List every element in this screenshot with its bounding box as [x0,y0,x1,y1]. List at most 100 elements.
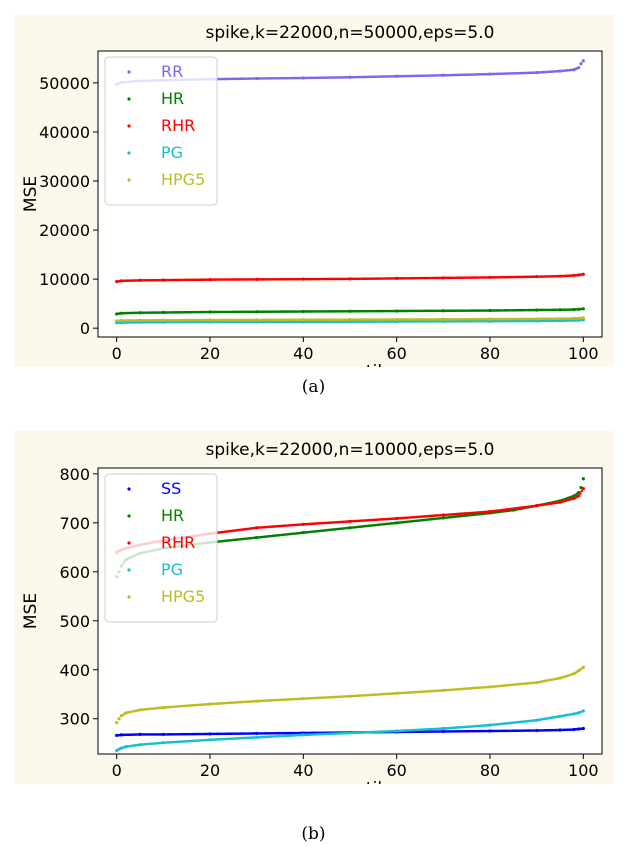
curve-dot [207,738,210,742]
curve-dot [571,68,574,72]
curve-dot [487,510,490,514]
curve-dot [571,712,574,716]
curve-dot [207,732,210,736]
legend-marker-hr [127,514,131,518]
chart-panel-a: spike,k=22000,n=50000,eps=5.0 0 20 40 60 80 10… [14,14,614,367]
x-tick-label: 60 [386,344,406,363]
legend-label-pg: PG [161,560,183,579]
curve-dot [137,319,140,322]
legend-marker-pg [127,568,131,572]
y-tick-label: 600 [59,563,90,582]
curve-dot [533,719,537,722]
curve-dot [160,733,164,736]
curve-dot [393,309,397,313]
curve-dot [557,677,560,680]
curve-dot [575,492,579,495]
legend-marker-rhr [127,124,131,128]
curve-dot [393,692,397,695]
curve-dot [118,279,122,283]
curve-dot [300,76,304,80]
legend-label-pg: PG [161,143,183,162]
chart-panel-b: spike,k=22000,n=10000,eps=5.0 0 20 40 60 80 10… [14,431,614,784]
curve-dot [575,273,579,277]
curve-dot [300,310,304,313]
curve-dot [575,711,579,715]
legend-marker-hpg5 [127,595,131,599]
y-tick-label: 300 [59,710,90,729]
data-point [117,717,121,721]
curve-dot [207,310,210,314]
legend-marker-ss [127,487,131,491]
curve-dot [347,526,350,530]
curve-dot [578,492,582,495]
curve-dot [580,318,584,322]
curve-dot [393,729,397,733]
x-tick-label: 20 [200,761,220,780]
curve-dot [487,723,490,727]
curve-dot [123,745,126,749]
curve-dot [575,495,579,499]
data-point [581,477,585,481]
curve-dot [347,320,350,323]
chart-b: spike,k=22000,n=10000,eps=5.0 0 20 40 60 80 10… [21,440,603,784]
curve-dot [575,67,579,70]
curve-dot [571,317,574,320]
curve-dot [440,74,444,77]
curve-dot [533,71,537,74]
curve-dot [440,727,444,730]
y-tick-label: 700 [59,514,90,533]
curve-dot [300,733,304,737]
legend-marker-hr [127,97,131,101]
y-tick-label: 800 [59,465,90,484]
x-tick-label: 0 [112,761,122,780]
x-tick-label: 40 [293,761,313,780]
curve-dot [533,319,537,323]
curve-dot [253,536,257,540]
curve-dot [557,69,560,73]
legend-label-rr: RR [161,62,183,81]
curve-dot [487,319,490,323]
curve-dot [207,320,210,324]
curve-dot [137,743,140,747]
legend-label-ss: SS [161,479,181,498]
curve-dot [253,77,257,80]
y-axis-label: MSE [21,176,41,212]
chart-title: spike,k=22000,n=50000,eps=5.0 [206,23,495,43]
x-tick-label: 100 [568,344,599,363]
curve-dot [137,321,140,324]
legend-marker-rhr [127,541,131,545]
curve-dot [253,699,257,703]
y-tick-label: 0 [80,319,90,338]
x-tick-label: 80 [480,344,500,363]
curve-dot [347,277,350,281]
curve-dot [571,308,574,311]
curve-dot [347,520,350,523]
curve-dot [440,276,444,280]
curve-dot [440,516,444,520]
legend-label-hr: HR [161,89,184,108]
curve-dot [300,531,304,535]
curve-dot [347,318,350,321]
curve-dot [557,715,560,718]
curve-dot [557,317,560,321]
legend-label-rhr: RHR [161,116,195,135]
curve-dot [253,526,257,530]
curve-dot [393,74,397,78]
x-tick-label: 20 [200,344,220,363]
curve-dot [137,733,140,736]
curve-dot [118,321,122,324]
curve-dot [580,273,584,276]
data-point [581,59,585,63]
caption-b: (b) [301,824,326,844]
curve-dot [533,729,537,732]
data-point [115,721,119,725]
caption-a: (a) [301,377,326,397]
legend-label-hpg5: HPG5 [161,170,205,189]
series-hr [115,307,585,316]
curve-dot [300,731,304,735]
series-pg [115,709,585,753]
chart-title: spike,k=22000,n=10000,eps=5.0 [206,440,495,460]
curve-dot [137,311,140,315]
x-axis-label: percentile [307,362,392,367]
legend-marker-rr [127,70,131,74]
